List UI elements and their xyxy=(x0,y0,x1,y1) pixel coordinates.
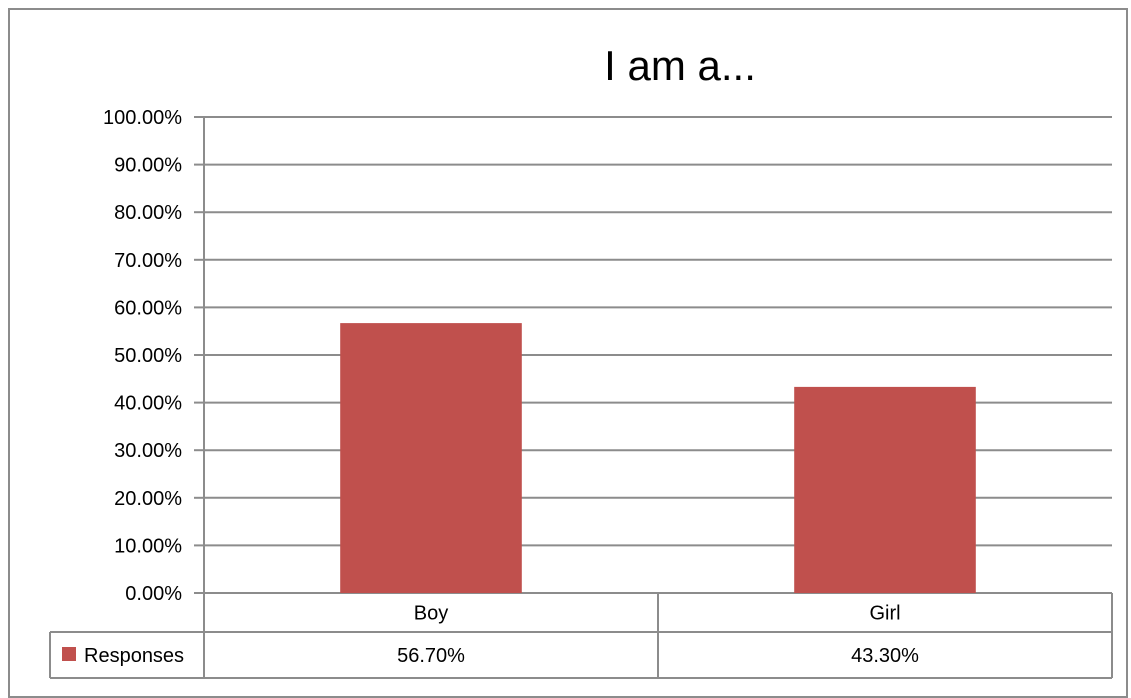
y-tick-label: 90.00% xyxy=(114,155,182,177)
y-tick-label: 100.00% xyxy=(103,107,182,129)
y-tick-label: 30.00% xyxy=(114,440,182,462)
y-axis-tick-labels: 0.00% 10.00% 20.00% 30.00% 40.00% 50.00% 60.00… xyxy=(103,107,182,605)
y-tick-label: 20.00% xyxy=(114,488,182,510)
bars xyxy=(340,323,976,593)
y-tick-label: 0.00% xyxy=(125,583,182,605)
y-tick-label: 50.00% xyxy=(114,345,182,367)
bar-boy xyxy=(340,323,522,593)
category-label: Girl xyxy=(869,603,900,625)
y-tick-label: 40.00% xyxy=(114,393,182,415)
y-tick-label: 80.00% xyxy=(114,202,182,224)
y-tick-label: 10.00% xyxy=(114,535,182,557)
data-table-value: 43.30% xyxy=(851,645,919,667)
category-label: Boy xyxy=(414,603,448,625)
chart-title: I am a... xyxy=(604,42,756,89)
legend-swatch xyxy=(62,647,76,661)
legend-label: Responses xyxy=(84,645,184,667)
data-table: Boy 56.70% Girl 43.30% Responses xyxy=(50,593,1112,678)
y-tick-label: 70.00% xyxy=(114,250,182,272)
bar-girl xyxy=(794,387,976,593)
y-tick-label: 60.00% xyxy=(114,297,182,319)
bar-chart: I am a... 0.00% 10.00% 20.00% 30.00% 40.00% 5… xyxy=(0,0,1131,684)
data-table-value: 56.70% xyxy=(397,645,465,667)
